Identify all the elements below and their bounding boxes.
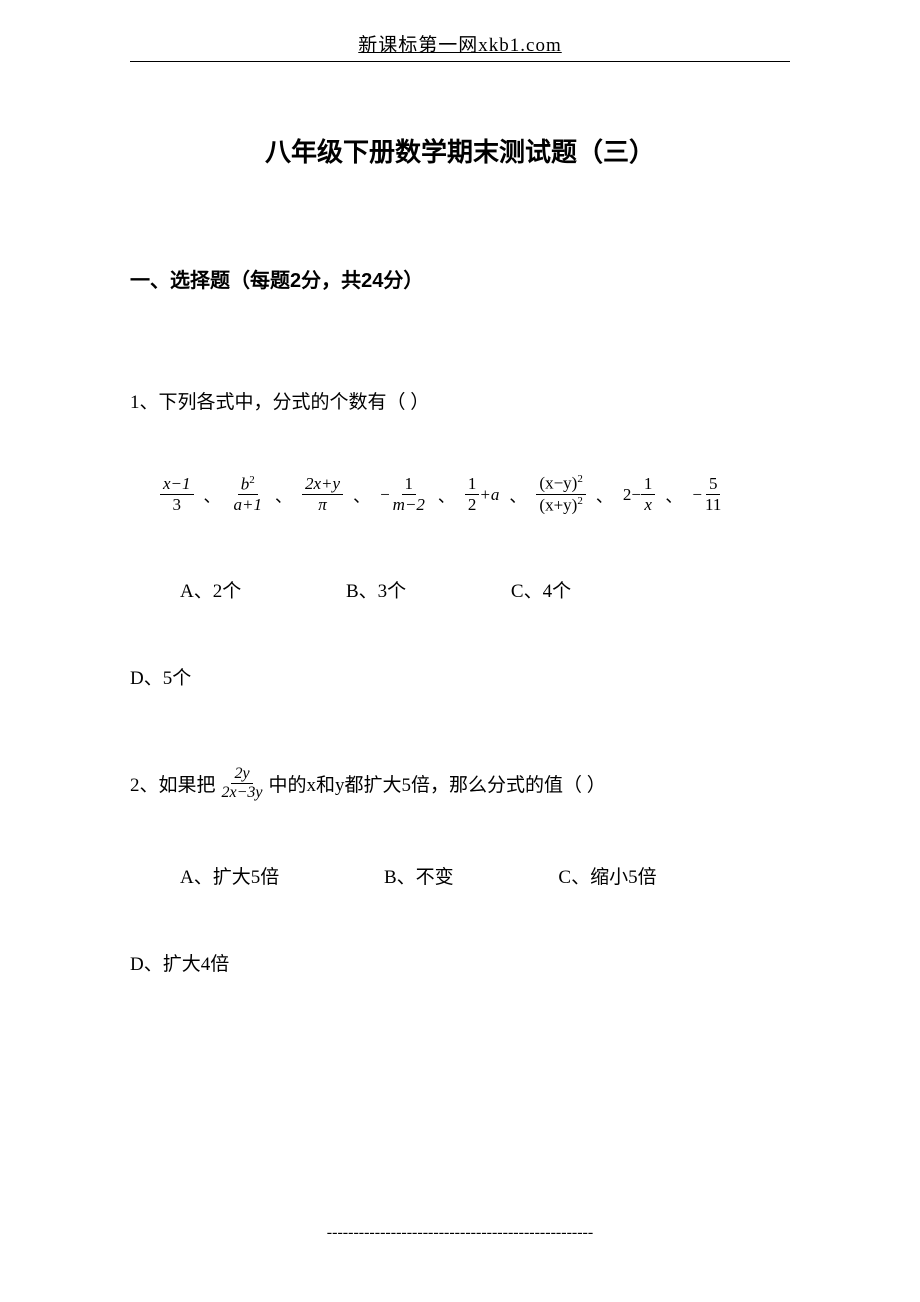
fraction-5: 1 2 +a — [465, 474, 499, 515]
q2-option-d: D、扩大4倍 — [130, 949, 790, 976]
q2-option-a: A、扩大5倍 — [180, 867, 279, 888]
page-header: 新课标第一网xkb1.com — [130, 30, 790, 62]
q1-option-a: A、2个 — [180, 581, 241, 602]
fraction-8: − 5 11 — [692, 474, 724, 515]
q2-fraction: 2y 2x−3y — [219, 765, 266, 802]
question-2-text: 2、如果把 2y 2x−3y 中的x和y都扩大5倍，那么分式的值（ ） — [130, 765, 790, 802]
document-title: 八年级下册数学期末测试题（三） — [130, 132, 790, 169]
q2-option-b: B、不变 — [384, 867, 454, 888]
section-1-header: 一、选择题（每题2分，共24分） — [130, 264, 790, 293]
q1-options-abc: A、2个 B、3个 C、4个 — [180, 576, 790, 603]
separator: 、 — [353, 482, 370, 507]
separator: 、 — [438, 482, 455, 507]
separator: 、 — [275, 482, 292, 507]
footer-divider: ----------------------------------------… — [327, 1224, 593, 1242]
separator: 、 — [509, 482, 526, 507]
q2-options-abc: A、扩大5倍 B、不变 C、缩小5倍 — [180, 862, 790, 889]
q2-suffix: 中的x和y都扩大5倍，那么分式的值（ ） — [269, 770, 606, 797]
q1-option-b: B、3个 — [346, 581, 406, 602]
q2-option-c: C、缩小5倍 — [558, 867, 656, 888]
q1-option-c: C、4个 — [511, 581, 571, 602]
fraction-7: 2− 1 x — [623, 474, 656, 515]
fraction-4: − 1 m−2 — [380, 474, 428, 515]
q1-formula-list: x−1 3 、 b2 a+1 、 2x+y π 、 − 1 m−2 、 1 2 … — [160, 473, 790, 515]
fraction-6: (x−y)2 (x+y)2 — [536, 473, 585, 515]
question-1-text: 1、下列各式中，分式的个数有（ ） — [130, 388, 790, 418]
fraction-3: 2x+y π — [302, 474, 343, 515]
q2-prefix: 2、如果把 — [130, 770, 216, 797]
fraction-2: b2 a+1 — [231, 474, 265, 516]
separator: 、 — [596, 482, 613, 507]
separator: 、 — [665, 482, 682, 507]
fraction-1: x−1 3 — [160, 474, 194, 515]
q1-option-d: D、5个 — [130, 663, 790, 690]
separator: 、 — [204, 482, 221, 507]
q1-prompt: 1、下列各式中，分式的个数有（ ） — [130, 392, 429, 413]
